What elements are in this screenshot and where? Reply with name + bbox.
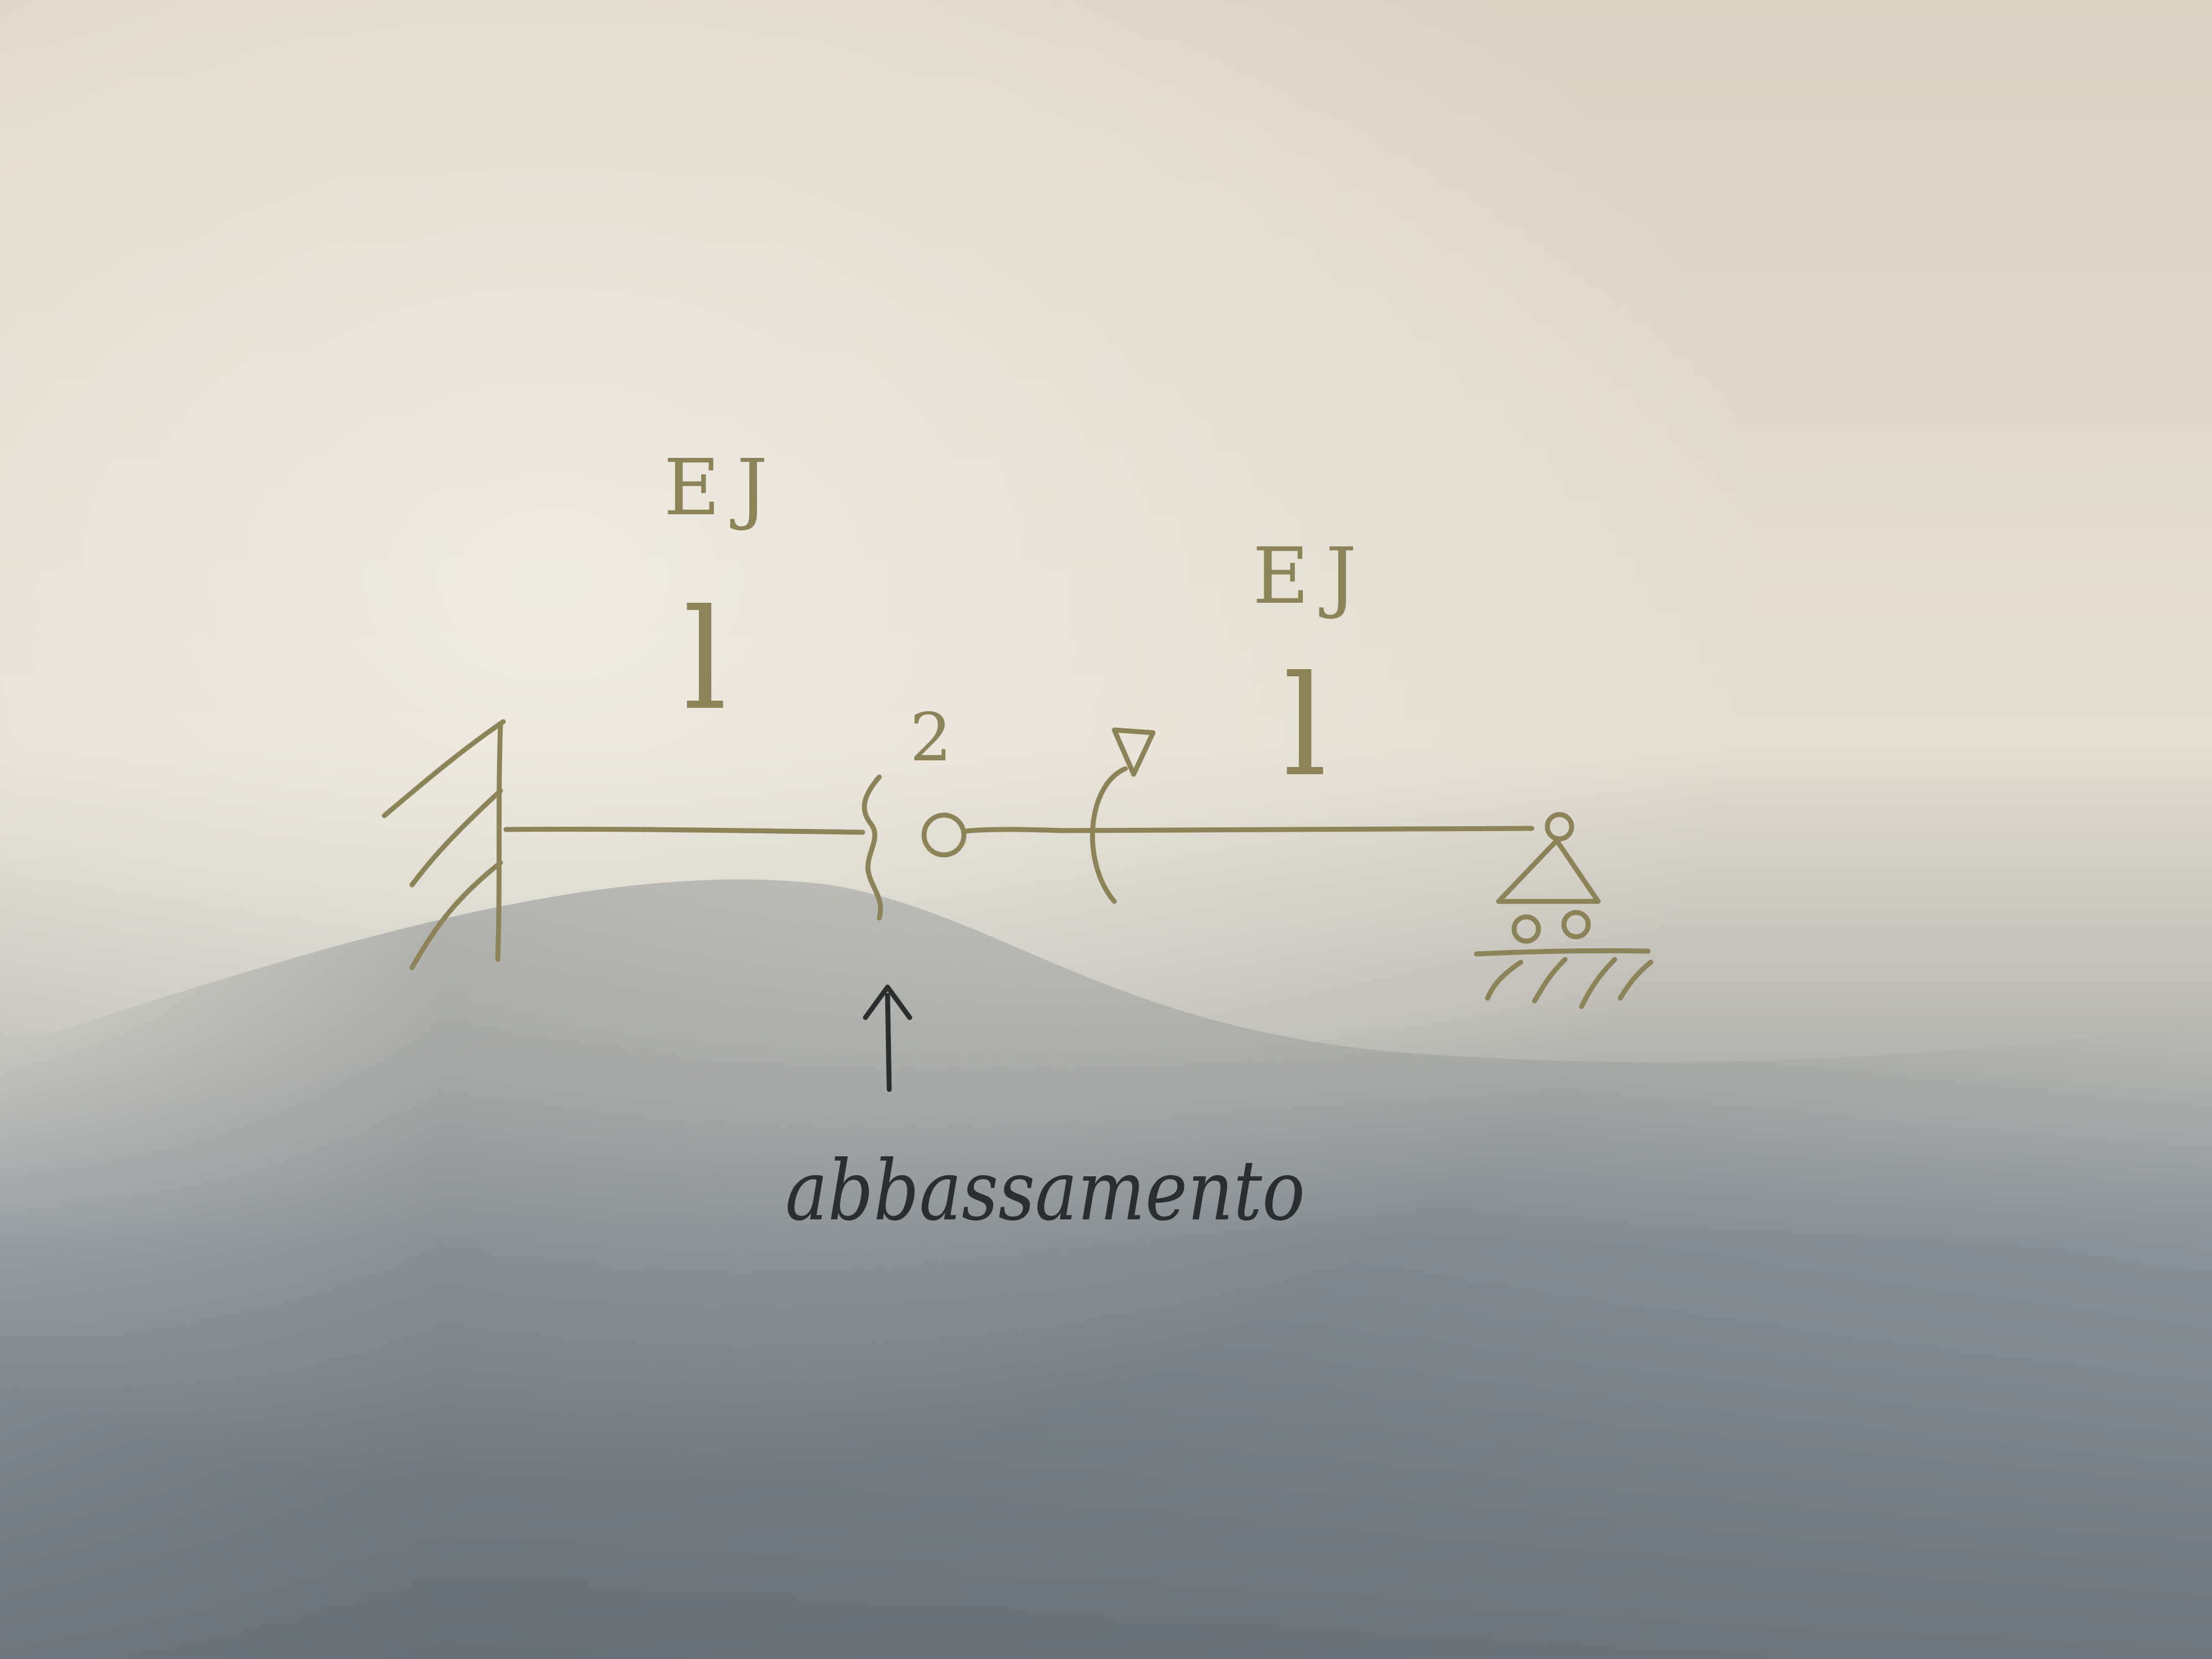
beam-segment-left bbox=[503, 827, 865, 835]
length-label-left: l bbox=[683, 580, 727, 740]
hinge-icon bbox=[921, 812, 967, 858]
roller-support-icon bbox=[1474, 812, 1653, 1009]
moment-arrow-icon bbox=[1090, 727, 1156, 904]
paper-shadow bbox=[0, 879, 2212, 1659]
length-label-right: l bbox=[1283, 646, 1327, 807]
displacement-annotation: abbassamento bbox=[785, 1143, 1305, 1239]
beam-segment-right bbox=[962, 826, 1535, 834]
spring-icon bbox=[862, 774, 883, 921]
fixed-support-icon bbox=[382, 719, 506, 971]
displacement-arrow-icon bbox=[863, 984, 912, 1092]
stiffness-label-right: EJ bbox=[1253, 531, 1373, 622]
stiffness-label-left: EJ bbox=[664, 443, 784, 533]
hinge-position-label: 2 bbox=[910, 700, 952, 776]
